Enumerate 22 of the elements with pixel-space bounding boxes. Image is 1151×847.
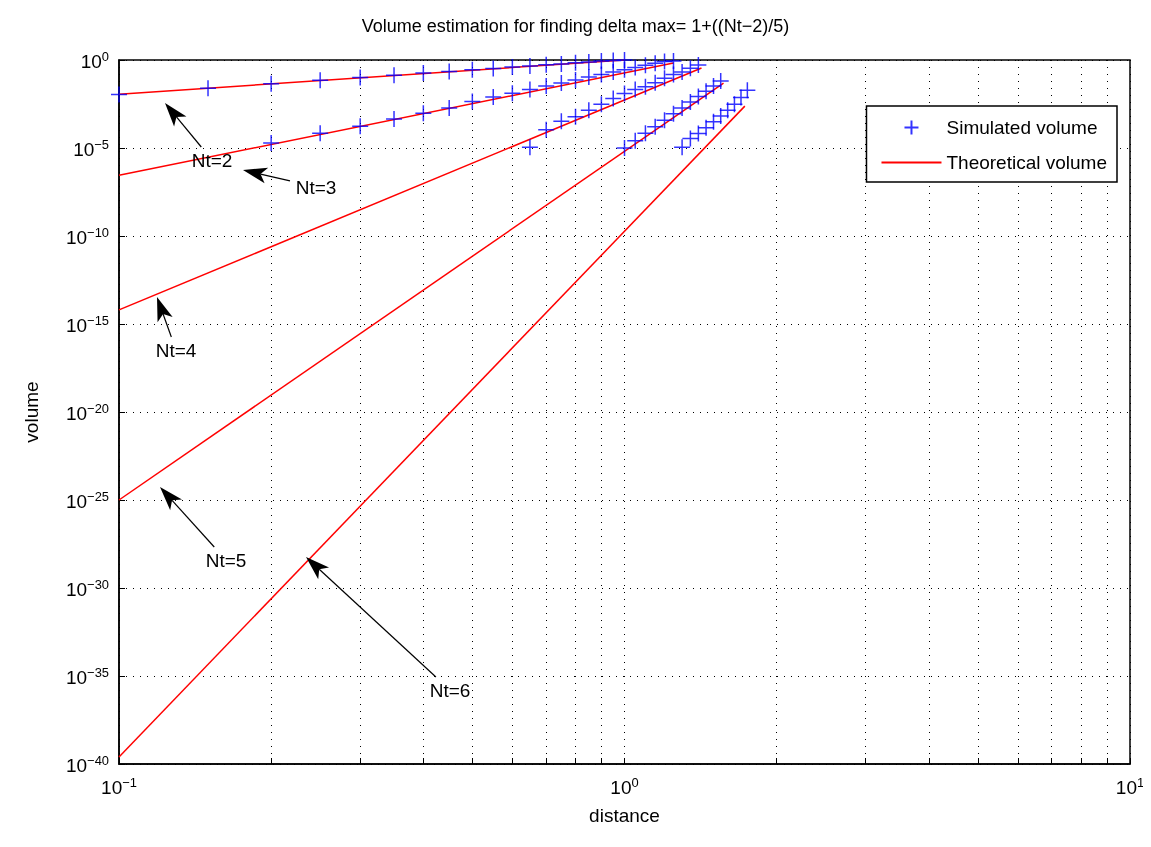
chart-title: Volume estimation for finding delta max= 1+((Nt−2)/5) [361, 16, 790, 36]
y-tick-label: 10$^{−5}$ [73, 136, 109, 160]
x-tick-label: 10$^{−1}$ [101, 774, 137, 798]
y-tick-label: 10$^{0}$ [80, 48, 109, 72]
annotation: Nt=2 [191, 150, 233, 171]
x-tick-label: 10$^{0}$ [610, 774, 639, 798]
annotation: Nt=3 [295, 177, 337, 198]
x-axis-title: distance [589, 805, 660, 826]
annotation: Nt=5 [205, 550, 247, 571]
y-tick-label: 10$^{−10}$ [65, 224, 109, 248]
y-tick-label: 10$^{−15}$ [65, 312, 109, 336]
y-tick-label: 10$^{−30}$ [65, 576, 109, 600]
y-axis-title: volume [21, 381, 42, 443]
y-tick-label: 10$^{−25}$ [65, 488, 109, 512]
y-tick-label: 10$^{−40}$ [65, 752, 109, 776]
x-tick-label: 10$^{1}$ [1115, 774, 1145, 798]
legend-label: Theoretical volume [946, 152, 1108, 173]
y-tick-label: 10$^{−20}$ [65, 400, 109, 424]
legend-label: Simulated volume [946, 117, 1098, 138]
annotation: Nt=4 [155, 340, 197, 361]
annotation: Nt=6 [429, 680, 471, 701]
y-tick-label: 10$^{−35}$ [65, 664, 109, 688]
